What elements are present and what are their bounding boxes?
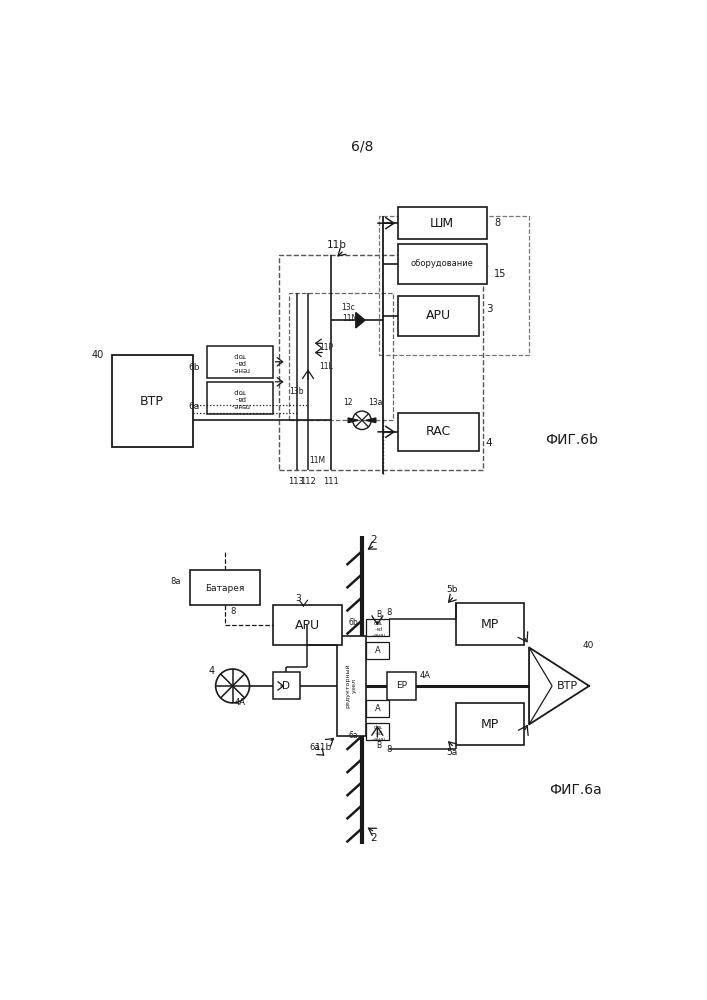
Bar: [398, 207, 486, 239]
Bar: [207, 382, 273, 414]
Text: гене-
ра-
тор: гене- ра- тор: [370, 723, 384, 740]
Text: редукторный
узел: редукторный узел: [346, 664, 356, 708]
Bar: [456, 603, 524, 645]
Text: МР: МР: [481, 618, 499, 631]
Bar: [112, 355, 192, 447]
Text: ФИГ.6a: ФИГ.6a: [549, 783, 602, 797]
Text: ВТР: ВТР: [557, 681, 578, 691]
Bar: [398, 296, 479, 336]
Text: D: D: [283, 681, 291, 691]
Text: 13c: 13c: [341, 303, 355, 312]
Text: 5b: 5b: [446, 585, 458, 594]
Bar: [337, 636, 366, 736]
Text: 13a: 13a: [368, 398, 382, 407]
Text: APU: APU: [426, 309, 451, 322]
Bar: [387, 672, 416, 700]
Text: гене-
ра-
тор: гене- ра- тор: [230, 352, 249, 372]
Bar: [274, 672, 300, 699]
Bar: [279, 255, 483, 470]
Text: B: B: [376, 610, 382, 619]
Bar: [398, 413, 479, 451]
Text: B: B: [376, 741, 382, 750]
Text: RAC: RAC: [426, 425, 451, 438]
Bar: [366, 700, 389, 717]
Text: 5a: 5a: [446, 748, 457, 757]
Text: A: A: [375, 704, 380, 713]
Text: Батарея: Батарея: [205, 584, 245, 593]
Polygon shape: [356, 312, 365, 328]
Text: 11P: 11P: [320, 343, 334, 352]
Bar: [366, 723, 389, 740]
Polygon shape: [529, 647, 589, 724]
Text: 3: 3: [486, 304, 493, 314]
Bar: [273, 605, 342, 645]
Bar: [379, 216, 529, 355]
Text: 6b: 6b: [188, 363, 199, 372]
Text: 2: 2: [370, 833, 377, 843]
Text: 8: 8: [230, 607, 235, 616]
Text: 8: 8: [494, 218, 501, 228]
Text: 113: 113: [288, 477, 305, 486]
Text: ФИГ.6b: ФИГ.6b: [545, 433, 598, 447]
Text: 2: 2: [370, 535, 377, 545]
Text: оборудование: оборудование: [411, 259, 474, 268]
Polygon shape: [366, 418, 376, 423]
Text: МР: МР: [481, 718, 499, 731]
Bar: [456, 703, 524, 745]
Text: 11b: 11b: [315, 743, 332, 752]
Text: 112: 112: [300, 477, 316, 486]
Text: 11b: 11b: [327, 240, 346, 250]
Text: 6a: 6a: [188, 402, 199, 411]
Bar: [288, 293, 393, 420]
Bar: [190, 570, 259, 605]
Text: 4: 4: [209, 666, 215, 676]
Text: APU: APU: [295, 619, 320, 632]
Text: EP: EP: [396, 681, 407, 690]
Polygon shape: [348, 418, 358, 423]
Bar: [398, 244, 486, 284]
Text: 4: 4: [486, 438, 493, 448]
Text: 6b: 6b: [349, 618, 358, 627]
Text: 4A: 4A: [235, 698, 246, 707]
Text: 11M: 11M: [309, 456, 325, 465]
Text: 11N: 11N: [343, 314, 358, 323]
Bar: [366, 619, 389, 636]
Text: 8a: 8a: [170, 578, 181, 586]
Text: 40: 40: [583, 641, 595, 650]
Text: 3: 3: [295, 594, 301, 603]
Text: 8: 8: [386, 745, 392, 754]
Text: 40: 40: [92, 350, 104, 360]
Text: A: A: [375, 646, 380, 655]
Text: 6/8: 6/8: [351, 140, 373, 154]
Text: ШМ: ШМ: [430, 217, 454, 230]
Text: гене-
ра-
тор: гене- ра- тор: [370, 619, 384, 636]
Text: 15: 15: [494, 269, 507, 279]
Text: 111: 111: [323, 477, 339, 486]
Bar: [207, 346, 273, 378]
Text: 4A: 4A: [419, 671, 431, 680]
Bar: [366, 642, 389, 659]
Text: ВТР: ВТР: [140, 395, 164, 408]
Text: 11L: 11L: [320, 362, 334, 371]
Text: 13b: 13b: [289, 387, 303, 396]
Text: гене-
ра-
тор: гене- ра- тор: [230, 388, 249, 408]
Text: 6a: 6a: [349, 732, 358, 740]
Text: 8: 8: [386, 608, 392, 617]
Text: 6a: 6a: [310, 743, 320, 752]
Text: 12: 12: [344, 398, 353, 407]
